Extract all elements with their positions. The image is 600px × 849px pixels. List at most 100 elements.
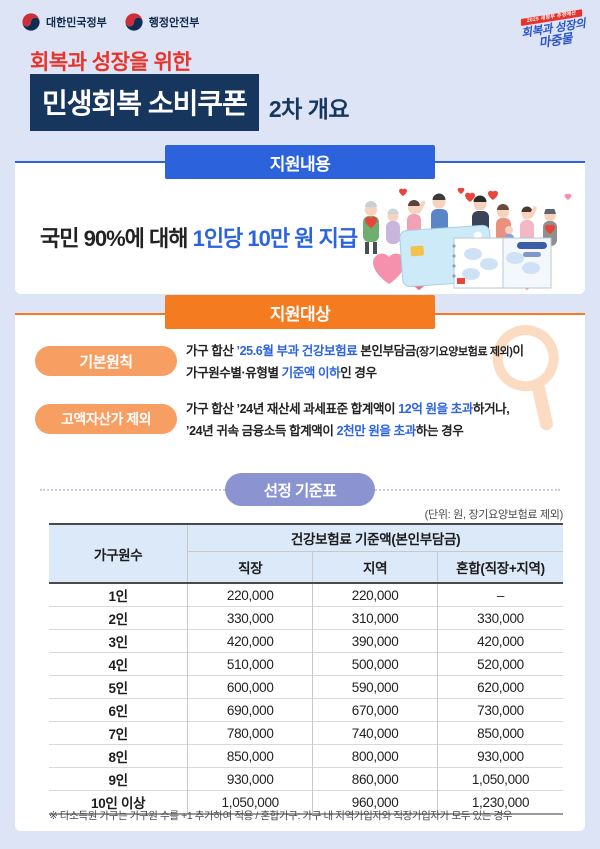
amount-cell: 620,000 bbox=[437, 675, 563, 699]
amount-cell: 730,000 bbox=[437, 698, 563, 722]
amount-cell: 510,000 bbox=[187, 652, 313, 676]
amount-cell: – bbox=[437, 583, 563, 607]
text-segment: 인 경우 bbox=[340, 365, 377, 380]
amount-cell: 420,000 bbox=[437, 629, 563, 653]
unit-note: (단위: 원, 장기요양보험료 제외) bbox=[424, 509, 564, 521]
amount-cell: 850,000 bbox=[437, 721, 563, 745]
text-segment: 하거나, bbox=[472, 402, 510, 416]
table-row: 4인 510,000 500,000 520,000 bbox=[49, 652, 563, 676]
amount-cell: 1,050,000 bbox=[187, 790, 313, 814]
text-segment: 이 bbox=[512, 344, 525, 358]
household-size-cell: 7인 bbox=[49, 721, 188, 745]
high-asset-exclusion-text: 가구 합산 ’24년 재산세 과세표준 합계액이 12억 원을 초과하거나, ’2… bbox=[186, 399, 578, 443]
amount-cell: 220,000 bbox=[187, 583, 313, 607]
text-segment: 본인부담금 bbox=[357, 344, 416, 358]
text-segment: 기준액 이하 bbox=[281, 365, 341, 380]
amount-cell: 780,000 bbox=[187, 721, 313, 745]
amount-cell: 930,000 bbox=[187, 767, 313, 791]
magnifier-icon bbox=[492, 325, 559, 431]
amount-cell: 740,000 bbox=[312, 721, 438, 745]
amount-cell: 330,000 bbox=[437, 606, 563, 630]
amount-cell: 330,000 bbox=[187, 606, 313, 630]
sub-header-mixed: 혼합(직장+지역) bbox=[437, 551, 563, 583]
text-segment: 하는 경우 bbox=[415, 423, 464, 438]
amount-cell: 310,000 bbox=[312, 606, 438, 630]
poster-title: 민생회복 소비쿠폰 bbox=[30, 74, 259, 131]
household-size-cell: 10인 이상 bbox=[49, 790, 188, 814]
table-row: 10인 이상 1,050,000 960,000 1,230,000 bbox=[49, 790, 563, 814]
korea-government-logo: 대한민국정부 bbox=[22, 13, 107, 31]
mois-logo: 행정안전부 bbox=[125, 13, 200, 31]
text-segment: ’25.6월 부과 건강보험료 bbox=[236, 344, 358, 358]
amount-cell: 800,000 bbox=[312, 744, 438, 768]
amount-cell: 690,000 bbox=[187, 698, 313, 722]
sub-header-regional: 지역 bbox=[312, 551, 438, 583]
support-content-card: 국민 90%에 대해 1인당 10만 원 지급 bbox=[15, 161, 585, 294]
amount-cell: 220,000 bbox=[312, 583, 438, 607]
criteria-table-head: 가구원수 건강보험료 기준액(본인부담금) 직장 지역 혼합(직장+지역) bbox=[49, 524, 563, 583]
text-segment: 가구 합산 bbox=[186, 344, 237, 358]
pill-basic-principle: 기본원칙 bbox=[35, 346, 177, 376]
people-hearts-illustration bbox=[363, 188, 572, 290]
table-row: 1인 220,000 220,000– bbox=[49, 583, 563, 607]
amount-cell: 520,000 bbox=[437, 652, 563, 676]
table-row: 6인 690,000 670,000 730,000 bbox=[49, 698, 563, 722]
campaign-stamp: 2025 새정부 추경예산 회복과 성장의 마중물 bbox=[519, 1, 589, 53]
amount-cell: 1,230,000 bbox=[437, 790, 563, 814]
amount-cell: 930,000 bbox=[437, 744, 563, 768]
gov-logo-label: 행정안전부 bbox=[148, 17, 200, 29]
sub-header-workplace: 직장 bbox=[187, 551, 313, 583]
poster-title-row: 민생회복 소비쿠폰 2차 개요 bbox=[30, 74, 350, 131]
household-size-cell: 8인 bbox=[49, 744, 188, 768]
benefit-text: 국민 90%에 대해 1인당 10만 원 지급 bbox=[40, 221, 358, 253]
table-row: 9인 930,000 860,000 1,050,000 bbox=[49, 767, 563, 791]
household-size-cell: 3인 bbox=[49, 629, 188, 653]
household-size-cell: 1인 bbox=[108, 589, 128, 604]
text-segment: 2천만 원을 초과 bbox=[336, 423, 417, 438]
benefit-text-highlight: 1인당 10만 원 지급 bbox=[192, 226, 358, 251]
col-header-household-size: 가구원수 bbox=[49, 524, 188, 583]
household-size-cell: 6인 bbox=[49, 698, 188, 722]
amount-cell: 390,000 bbox=[312, 629, 438, 653]
amount-cell: 860,000 bbox=[312, 767, 438, 791]
amount-cell: 600,000 bbox=[187, 675, 313, 699]
table-row: 7인 780,000 740,000 850,000 bbox=[49, 721, 563, 745]
table-row: 2인 330,000 310,000 330,000 bbox=[49, 606, 563, 630]
amount-cell: 590,000 bbox=[312, 675, 438, 699]
text-segment: ’24년 귀속 금융소득 합계액이 bbox=[186, 423, 337, 438]
benefit-text-dark: 국민 90%에 대해 bbox=[40, 226, 193, 251]
amount-cell: 670,000 bbox=[312, 698, 438, 722]
taegeuk-icon bbox=[22, 13, 40, 31]
household-size-cell: 4인 bbox=[49, 652, 188, 676]
poster-title-suffix: 2차 개요 bbox=[268, 96, 350, 122]
amount-cell: 850,000 bbox=[187, 744, 313, 768]
amount-cell: 500,000 bbox=[312, 652, 438, 676]
group-header-insurance: 건강보험료 기준액(본인부담금) bbox=[187, 524, 563, 552]
household-size-cell: 5인 bbox=[49, 675, 188, 699]
amount-cell: 960,000 bbox=[312, 790, 438, 814]
poster-subtitle: 회복과 성장을 위한 bbox=[30, 51, 192, 74]
text-segment: (장기요양보험료 제외) bbox=[415, 346, 513, 358]
table-footnote: ※ 다소득원 가구는 가구원 수를 +1 추가하여 적용 / 혼합가구: 가구 … bbox=[49, 810, 513, 822]
taegeuk-icon bbox=[125, 13, 143, 31]
criteria-table: 가구원수 건강보험료 기준액(본인부담금) 직장 지역 혼합(직장+지역) 1인… bbox=[49, 523, 563, 815]
criteria-table-body: 1인 220,000 220,000–2인 330,000 310,000 330,000… bbox=[49, 583, 563, 814]
section-title-support-content: 지원내용 bbox=[165, 145, 435, 179]
support-target-card: 기본원칙 가구 합산 ’25.6월 부과 건강보험료 본인부담금(장기요양보험료… bbox=[15, 313, 585, 831]
amount-cell: 1,050,000 bbox=[437, 767, 563, 791]
text-segment: 가구 합산 ’24년 재산세 과세표준 합계액이 bbox=[186, 402, 399, 416]
table-row: 5인 600,000 590,000 620,000 bbox=[49, 675, 563, 699]
text-segment: 가구원수별·유형별 bbox=[186, 365, 282, 380]
basic-principle-text: 가구 합산 ’25.6월 부과 건강보험료 본인부담금(장기요양보험료 제외)이… bbox=[186, 341, 578, 385]
gov-logo-label: 대한민국정부 bbox=[46, 17, 107, 29]
table-row: 8인 850,000 800,000 930,000 bbox=[49, 744, 563, 768]
amount-cell: 420,000 bbox=[187, 629, 313, 653]
section-title-support-target: 지원대상 bbox=[165, 295, 435, 329]
text-segment: 12억 원을 초과 bbox=[398, 402, 473, 416]
gov-logo-row: 대한민국정부 행정안전부 bbox=[22, 13, 199, 31]
household-size-cell: 2인 bbox=[49, 606, 188, 630]
table-row: 3인 420,000 390,000 420,000 bbox=[49, 629, 563, 653]
criteria-table-pill: 선정 기준표 bbox=[225, 473, 375, 506]
household-size-cell: 9인 bbox=[49, 767, 188, 791]
